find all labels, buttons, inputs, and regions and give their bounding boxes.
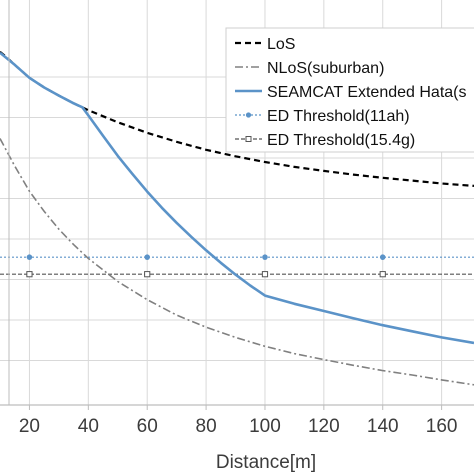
legend-label-ed-15-4g: ED Threshold(15.4g) xyxy=(267,132,415,149)
axis-layer: 20 40 60 80 100 120 140 160 xyxy=(0,0,474,437)
series-marker-4 xyxy=(144,271,151,278)
legend-entry-ed-11ah: ED Threshold(11ah) xyxy=(235,108,410,125)
legend-label-seamcat: SEAMCAT Extended Hata(s xyxy=(267,84,467,101)
legend-marker-ed-11ah xyxy=(245,112,252,118)
series-marker-3 xyxy=(262,254,268,260)
x-tick-label: 100 xyxy=(249,416,281,437)
legend: LoS NLoS(suburban) SEAMCAT Extended Hata… xyxy=(225,27,474,153)
legend-marker-ed-15-4g xyxy=(245,136,252,142)
legend-label-ed-11ah: ED Threshold(11ah) xyxy=(267,108,410,125)
x-tick-label: 60 xyxy=(137,416,158,437)
series-marker-4 xyxy=(379,271,386,278)
legend-entry-seamcat: SEAMCAT Extended Hata(s xyxy=(235,84,467,101)
x-tick-label: 20 xyxy=(19,416,40,437)
legend-label-los: LoS xyxy=(267,36,295,53)
x-tick-label: 80 xyxy=(196,416,217,437)
series-line-1 xyxy=(0,138,474,386)
series-marker-3 xyxy=(26,254,33,260)
series-marker-3 xyxy=(379,254,386,260)
legend-label-nlos: NLoS(suburban) xyxy=(267,60,384,77)
x-tick-label: 160 xyxy=(426,416,458,437)
x-tick-label: 140 xyxy=(367,416,399,437)
x-tick-label: 120 xyxy=(308,416,340,437)
legend-entry-nlos: NLoS(suburban) xyxy=(235,60,384,77)
series-marker-4 xyxy=(261,271,269,278)
legend-entry-ed-15-4g: ED Threshold(15.4g) xyxy=(235,132,415,149)
series-line-2 xyxy=(0,51,474,345)
x-tick-label: 40 xyxy=(78,416,99,437)
series-marker-3 xyxy=(144,254,151,260)
series-layer xyxy=(0,50,474,386)
series-marker-4 xyxy=(26,271,33,278)
legend-entry-los: LoS xyxy=(235,36,295,53)
legend-box xyxy=(225,27,474,153)
x-axis-title: Distance[m] xyxy=(216,452,316,473)
